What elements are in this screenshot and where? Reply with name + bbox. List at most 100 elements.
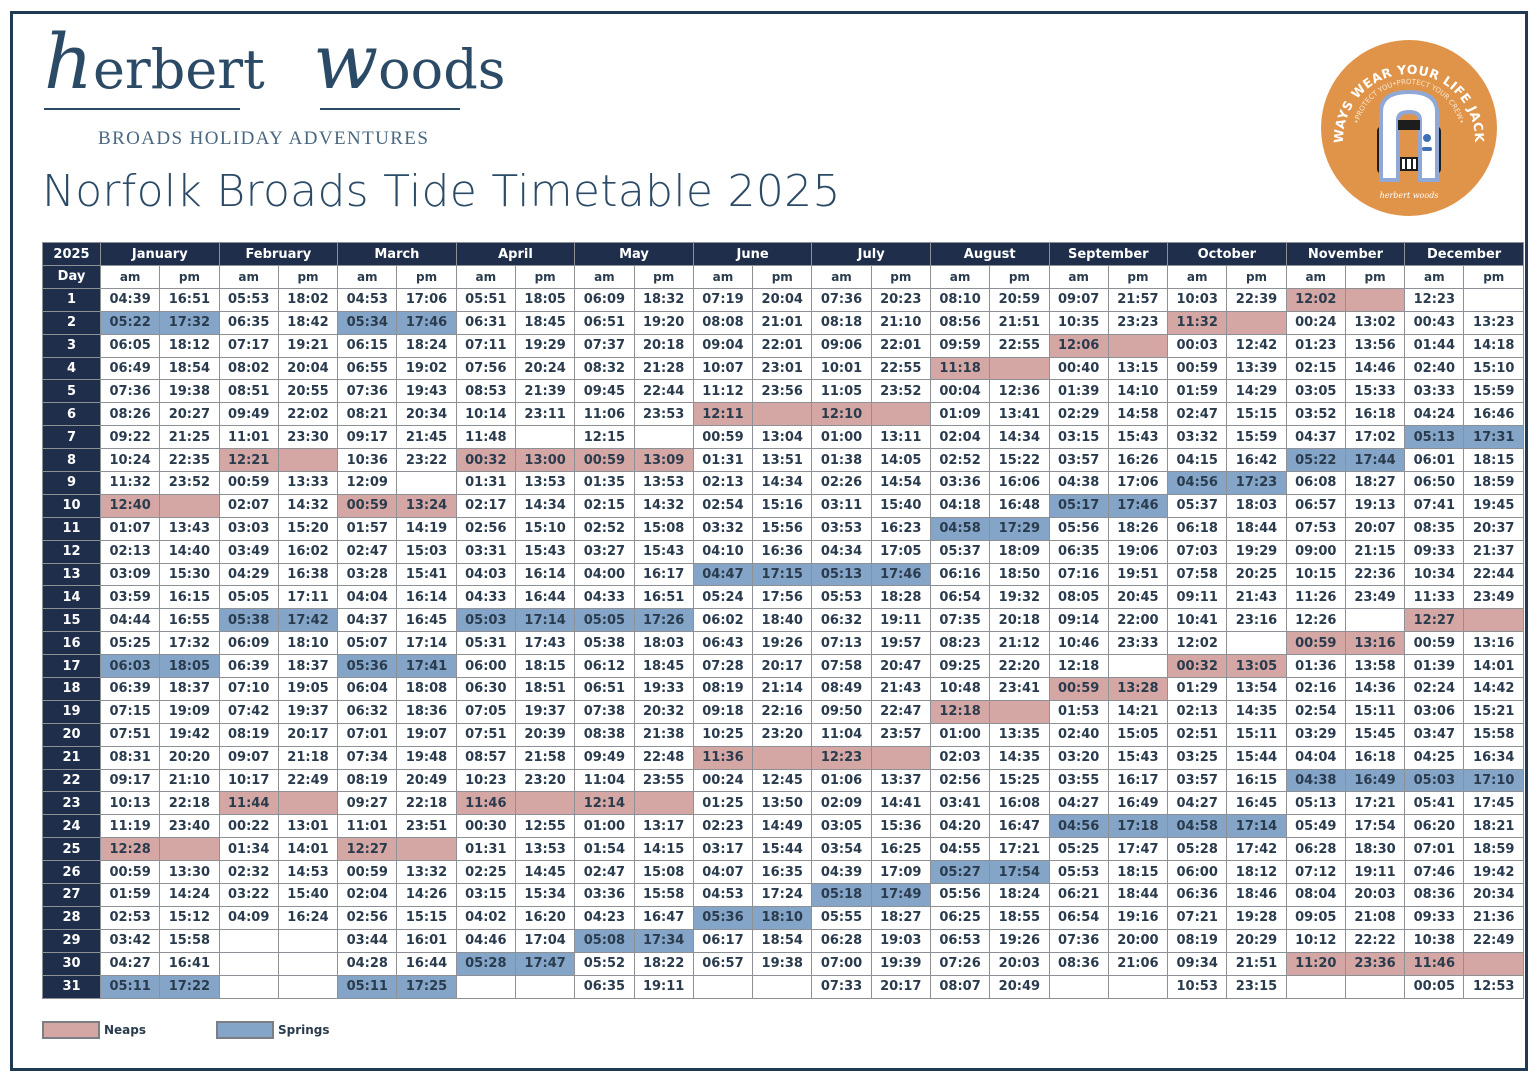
tide-time-december-am: 07:41 [1404,493,1465,518]
tide-time-february-am: 08:19 [218,722,279,747]
tide-time-march-am: 08:21 [337,402,398,427]
tide-time-january-am: 05:22 [99,310,161,335]
tide-time-june-am: 04:47 [692,562,754,587]
year-header: 2025 [42,242,101,266]
tide-time-february-pm: 16:24 [277,905,339,930]
tide-time-april-pm: 16:44 [514,585,576,610]
tide-time-october-am: 04:58 [1167,814,1228,839]
tide-time-april-pm: 16:20 [514,905,576,930]
tide-time-august-am: 02:52 [929,448,991,473]
tide-time-september-am: 08:36 [1048,951,1109,976]
pm-header: pm [1344,265,1406,289]
tide-time-april-pm: 17:04 [514,928,576,953]
tide-time-april-am: 04:02 [455,905,516,930]
tide-time-april-pm: 17:47 [514,951,576,976]
tide-time-february-am: 02:07 [218,493,279,518]
tide-time-november-pm: 16:18 [1344,745,1406,770]
tide-time-october-pm: 15:15 [1226,402,1287,427]
table-row: 29 03:42 15:58 03:44 16:01 04:46 17:04 05:08 17:… [42,928,1524,953]
tide-time-october-pm: 20:25 [1226,562,1287,587]
tide-time-february-pm: 19:21 [277,333,339,358]
tide-time-october-pm: 23:15 [1226,974,1287,999]
tide-time-may-pm: 16:51 [633,585,694,610]
tide-time-january-am: 01:07 [99,516,161,541]
tide-time-october-pm: 15:11 [1226,722,1287,747]
tide-time-march-pm [396,471,457,495]
tide-time-august-pm: 21:51 [989,310,1050,335]
tide-time-september-am [1048,974,1109,999]
tide-time-january-pm: 20:20 [159,745,220,770]
tide-time-july-pm: 19:57 [870,631,931,656]
tide-time-october-am: 00:03 [1167,333,1228,358]
tide-time-december-pm: 19:45 [1463,493,1524,518]
tide-time-december-pm: 21:36 [1463,905,1524,930]
tide-time-september-am: 05:17 [1048,493,1109,518]
tide-time-january-pm: 18:12 [159,333,220,358]
tide-time-december-pm: 17:31 [1463,425,1524,450]
tide-time-april-am: 07:05 [455,699,516,724]
tide-time-may-am: 08:38 [574,722,635,747]
tide-time-october-am: 01:29 [1167,677,1228,701]
tide-time-june-am: 06:17 [692,928,754,953]
tide-time-september-pm: 18:15 [1107,860,1169,885]
tide-time-march-am: 05:36 [337,654,398,679]
tide-time-september-am: 05:25 [1048,837,1109,862]
tide-time-april-am: 03:15 [455,883,516,907]
tide-time-april-pm: 20:39 [514,722,576,747]
tide-time-june-am: 06:57 [692,951,754,976]
tide-time-august-am: 12:18 [929,699,991,724]
tide-time-july-am: 02:26 [811,471,872,495]
tide-time-january-am: 11:32 [99,471,161,495]
tide-time-february-pm: 18:42 [277,310,339,335]
tide-time-may-pm: 23:53 [633,402,694,427]
tide-time-september-pm: 20:00 [1107,928,1169,953]
tide-time-july-am: 04:39 [811,860,872,885]
tide-time-december-am: 10:34 [1404,562,1465,587]
tide-time-may-am: 11:04 [574,768,635,793]
tide-time-may-am: 00:59 [574,448,635,473]
tide-time-november-am: 03:05 [1285,379,1346,404]
tide-time-november-am: 09:05 [1285,905,1346,930]
tide-time-january-pm: 18:37 [159,677,220,701]
tide-time-october-pm: 15:59 [1226,425,1287,450]
day-number: 13 [42,562,101,587]
tide-time-may-am: 05:38 [574,631,635,656]
tide-time-april-pm: 14:45 [514,860,576,885]
tide-time-february-am: 12:21 [218,448,279,473]
tide-time-september-pm [1107,654,1169,679]
tide-time-october-am: 03:57 [1167,768,1228,793]
tide-time-october-pm [1226,631,1287,656]
tide-time-october-pm: 16:45 [1226,791,1287,816]
tide-time-july-am: 05:53 [811,585,872,610]
day-number: 10 [42,493,101,518]
table-row: 28 02:53 15:12 04:09 16:24 02:56 15:15 04:02 16:… [42,905,1524,930]
tide-time-september-pm: 17:47 [1107,837,1169,862]
tide-time-may-pm: 19:33 [633,677,694,701]
tide-time-january-pm: 16:41 [159,951,220,976]
tide-time-april-pm: 19:29 [514,333,576,358]
tide-time-july-pm [870,745,931,770]
tide-time-october-pm: 22:39 [1226,287,1287,312]
tide-time-april-am: 08:57 [455,745,516,770]
day-number: 27 [42,883,101,907]
tide-time-march-am: 07:01 [337,722,398,747]
tide-time-november-am: 04:37 [1285,425,1346,450]
month-header-august: August [929,242,1050,266]
tide-time-october-pm: 13:39 [1226,356,1287,381]
tide-time-december-am: 11:33 [1404,585,1465,610]
tide-time-october-am: 11:32 [1167,310,1228,335]
tide-time-may-am: 02:52 [574,516,635,541]
tide-time-may-pm: 18:45 [633,654,694,679]
day-number: 7 [42,425,101,450]
tide-time-august-pm: 17:54 [989,860,1050,885]
tide-time-march-am: 05:34 [337,310,398,335]
tide-time-september-am: 01:39 [1048,379,1109,404]
tide-time-august-am: 02:56 [929,768,991,793]
tide-time-january-pm: 15:58 [159,928,220,953]
tide-time-january-am: 09:17 [99,768,161,793]
tide-time-january-am: 06:49 [99,356,161,381]
tide-time-november-pm: 13:58 [1344,654,1406,679]
tide-time-july-am: 11:04 [811,722,872,747]
tide-time-july-am: 05:13 [811,562,872,587]
tide-time-march-am: 09:27 [337,791,398,816]
